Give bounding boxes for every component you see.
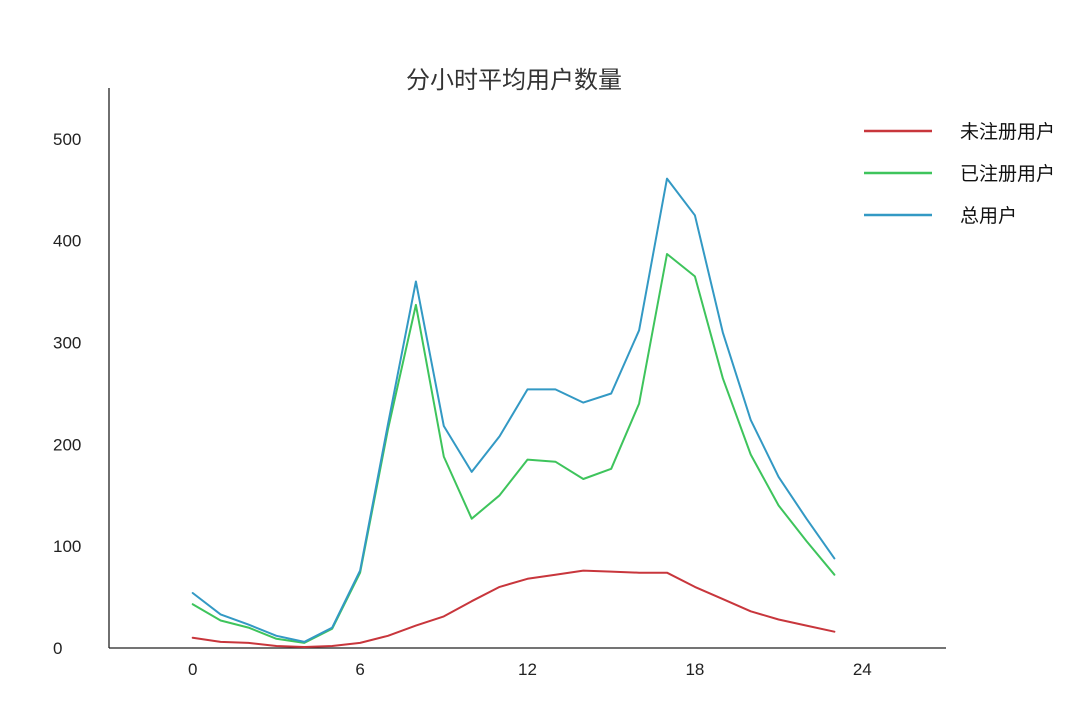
legend-label-1: 未注册用户: [960, 121, 1055, 143]
axes: [108, 88, 946, 649]
y-tick-labels: 0 100 200 300 400 500: [53, 130, 81, 658]
chart-title: 分小时平均用户数量: [406, 66, 622, 94]
x-tick-label: 6: [355, 660, 364, 679]
x-tick-label: 24: [853, 660, 872, 679]
y-tick-label: 200: [53, 435, 81, 454]
legend-label-3: 总用户: [960, 205, 1017, 227]
series-lines: [191, 177, 836, 648]
series-line-2: [191, 253, 836, 644]
x-tick-labels: 0 6 12 18 24: [188, 660, 872, 679]
y-tick-label: 0: [53, 639, 62, 658]
series-line-1: [191, 569, 836, 648]
x-tick-label: 18: [685, 660, 704, 679]
y-tick-label: 500: [53, 130, 81, 149]
x-tick-label: 12: [518, 660, 537, 679]
series-line-3: [191, 177, 836, 643]
y-tick-label: 100: [53, 537, 81, 556]
y-tick-label: 300: [53, 334, 81, 353]
legend-label-2: 已注册用户: [960, 163, 1055, 185]
x-tick-label: 0: [188, 660, 197, 679]
y-tick-label: 400: [53, 232, 81, 251]
